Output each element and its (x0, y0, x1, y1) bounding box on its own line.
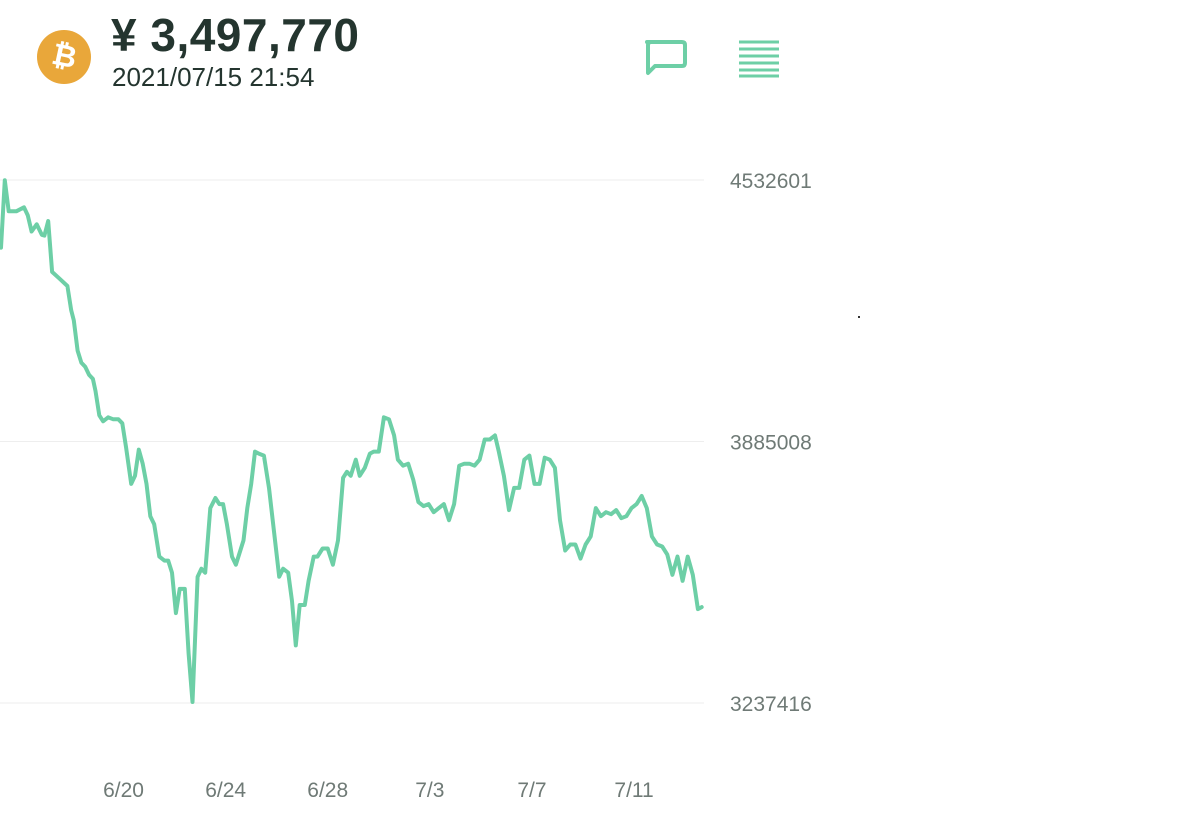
x-tick-label: 6/28 (307, 779, 348, 802)
bitcoin-symbol: ₿ (48, 36, 80, 77)
y-tick-label: 3237416 (730, 693, 812, 716)
x-tick-label: 7/3 (415, 779, 444, 802)
menu-lines-icon (739, 40, 779, 78)
x-tick-label: 6/24 (205, 779, 246, 802)
dot-mark (858, 316, 860, 318)
x-tick-label: 6/20 (103, 779, 144, 802)
x-tick-label: 7/11 (614, 779, 653, 802)
price-chart-svg: 4532601 3885008 3237416 6/20 6/24 6/28 7/3 7/7 7… (0, 170, 812, 802)
x-tick-label: 7/7 (517, 779, 546, 802)
menu-button[interactable] (737, 38, 781, 80)
chat-button[interactable] (640, 36, 688, 78)
header: ₿ ¥ 3,497,770 2021/07/15 21:54 (0, 0, 1200, 110)
chat-bubble-icon (645, 40, 687, 75)
bitcoin-icon: ₿ (37, 30, 91, 84)
price-value: ¥ 3,497,770 (111, 9, 360, 61)
price-line (0, 178, 704, 704)
y-tick-label: 3885008 (730, 432, 812, 455)
price-chart: 4532601 3885008 3237416 6/20 6/24 6/28 7/3 7/7 7… (0, 110, 1200, 826)
y-tick-label: 4532601 (730, 170, 812, 193)
price-timestamp: 2021/07/15 21:54 (112, 62, 315, 92)
